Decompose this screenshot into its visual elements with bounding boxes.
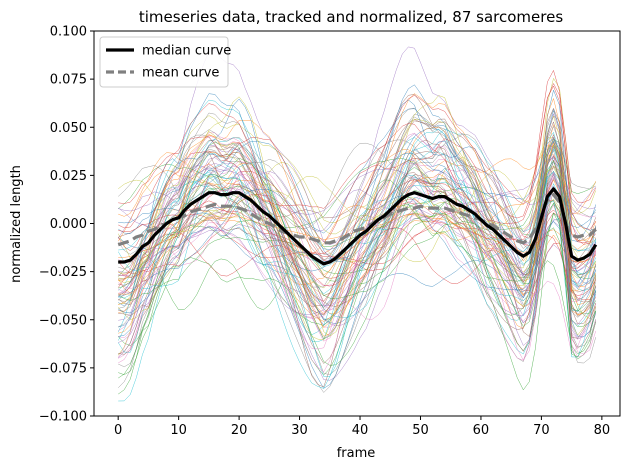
- trace-line: [118, 77, 597, 305]
- trace-line: [117, 222, 597, 296]
- x-tick-label: 20: [231, 423, 248, 438]
- trace-line: [118, 107, 597, 280]
- trace-line: [118, 139, 597, 388]
- x-tick-label: 0: [114, 423, 122, 438]
- trace-line: [118, 141, 597, 376]
- trace-line: [118, 159, 597, 346]
- x-tick-label: 80: [594, 423, 611, 438]
- trace-line: [118, 174, 597, 316]
- trace-line: [118, 138, 596, 231]
- chart-title: timeseries data, tracked and normalized,…: [139, 8, 563, 26]
- trace-line: [118, 198, 597, 296]
- y-tick-label: −0.025: [39, 265, 87, 280]
- legend-label: median curve: [142, 44, 231, 59]
- y-tick-label: 0.000: [50, 217, 87, 232]
- median-curve-line: [118, 187, 598, 266]
- trace-line: [117, 69, 597, 252]
- trace-line: [118, 173, 597, 364]
- y-tick-label: 0.100: [50, 25, 87, 40]
- trace-line: [117, 167, 597, 377]
- y-tick-label: −0.075: [39, 361, 87, 376]
- trace-line: [118, 212, 596, 324]
- trace-line: [118, 93, 597, 328]
- trace-line: [118, 126, 597, 257]
- trace-line: [118, 152, 597, 402]
- y-tick-label: 0.075: [50, 73, 87, 88]
- trace-line: [118, 159, 597, 364]
- trace-line: [118, 138, 596, 314]
- mean-curve-line: [117, 193, 597, 247]
- legend-label: mean curve: [142, 66, 219, 81]
- trace-line: [118, 107, 597, 303]
- trace-line: [118, 85, 596, 302]
- x-tick-label: 40: [352, 423, 369, 438]
- y-tick-label: 0.025: [50, 169, 87, 184]
- trace-line: [118, 132, 597, 312]
- trace-line: [118, 144, 597, 393]
- trace-line: [118, 220, 597, 327]
- trace-line: [117, 132, 597, 373]
- x-tick-label: 50: [412, 423, 429, 438]
- trace-line: [118, 157, 597, 395]
- trace-line: [118, 115, 597, 337]
- y-tick-label: −0.050: [39, 313, 87, 328]
- y-tick-label: 0.050: [50, 121, 87, 136]
- y-tick-label: −0.100: [39, 410, 87, 425]
- series-group: [117, 187, 598, 266]
- x-tick-label: 30: [291, 423, 308, 438]
- trace-line: [118, 159, 597, 361]
- y-axis-label: normalized length: [9, 165, 24, 283]
- trace-line: [118, 142, 596, 265]
- trace-line: [117, 95, 597, 356]
- trace-line: [118, 160, 597, 379]
- trace-line: [117, 115, 596, 255]
- trace-group: [117, 46, 597, 402]
- trace-line: [118, 82, 597, 224]
- trace-line: [118, 165, 596, 239]
- axes: 0 10 20 30 40 50 60 70 80 −0.100 −0.075 −0.050 −0.02…: [39, 25, 621, 438]
- legend: median curve mean curve: [99, 36, 231, 88]
- x-tick-label: 70: [533, 423, 550, 438]
- x-tick-label: 60: [473, 423, 490, 438]
- trace-line: [118, 163, 597, 315]
- trace-line: [118, 165, 596, 232]
- x-axis-label: frame: [337, 446, 376, 461]
- x-tick-label: 10: [170, 423, 187, 438]
